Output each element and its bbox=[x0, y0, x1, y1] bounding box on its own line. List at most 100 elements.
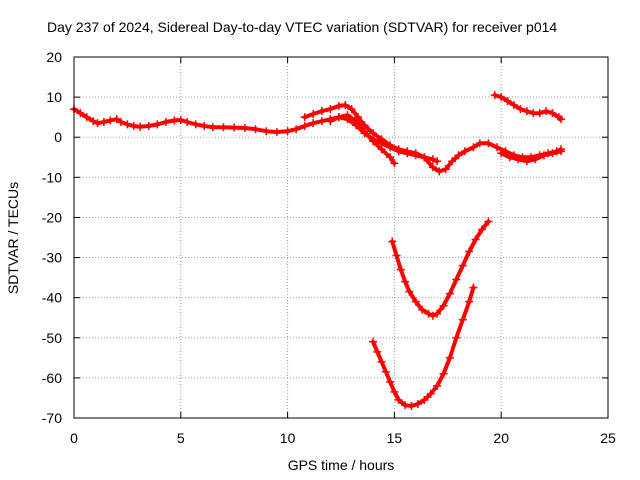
data-point bbox=[112, 115, 121, 124]
y-tick-label: 20 bbox=[46, 49, 62, 65]
data-point bbox=[548, 149, 557, 158]
data-point bbox=[505, 153, 514, 162]
data-point bbox=[465, 247, 474, 256]
data-point bbox=[176, 115, 185, 124]
data-point bbox=[334, 101, 343, 110]
series-line bbox=[390, 219, 491, 318]
data-point bbox=[433, 157, 442, 166]
data-point bbox=[445, 353, 454, 362]
data-point bbox=[452, 275, 461, 284]
data-point bbox=[99, 117, 108, 126]
y-tick-label: -70 bbox=[42, 410, 62, 426]
data-point bbox=[557, 147, 566, 156]
data-point bbox=[326, 105, 335, 114]
data-point bbox=[522, 107, 531, 116]
data-point bbox=[116, 117, 125, 126]
series-segment-4 bbox=[497, 147, 566, 166]
data-point bbox=[309, 119, 318, 128]
y-tick-label: 10 bbox=[46, 89, 62, 105]
data-point bbox=[262, 127, 271, 136]
data-point bbox=[484, 217, 493, 226]
data-point bbox=[535, 109, 544, 118]
data-point bbox=[458, 261, 467, 270]
data-point bbox=[435, 167, 444, 176]
data-point bbox=[347, 105, 356, 114]
data-point bbox=[484, 139, 493, 148]
data-point bbox=[465, 297, 474, 306]
series-segment-5 bbox=[490, 91, 566, 124]
data-point bbox=[292, 125, 301, 134]
data-point bbox=[401, 401, 410, 410]
data-point bbox=[300, 121, 309, 130]
data-point bbox=[240, 123, 249, 132]
data-point bbox=[354, 113, 363, 122]
y-tick-label: -20 bbox=[42, 209, 62, 225]
data-point bbox=[381, 367, 390, 376]
data-point bbox=[548, 109, 557, 118]
data-point bbox=[405, 287, 414, 296]
x-tick-label: 10 bbox=[280, 430, 296, 446]
data-point bbox=[516, 105, 525, 114]
data-point bbox=[445, 289, 454, 298]
y-tick-label: -10 bbox=[42, 169, 62, 185]
data-point bbox=[497, 149, 506, 158]
data-point bbox=[492, 143, 501, 152]
data-point bbox=[377, 135, 386, 144]
data-point bbox=[413, 399, 422, 408]
data-point bbox=[428, 163, 437, 172]
data-point bbox=[439, 301, 448, 310]
data-point bbox=[300, 113, 309, 122]
series-segment-3 bbox=[326, 111, 399, 168]
data-point bbox=[439, 369, 448, 378]
data-point bbox=[386, 377, 395, 386]
data-point bbox=[522, 157, 531, 166]
data-point bbox=[390, 387, 399, 396]
data-point bbox=[420, 395, 429, 404]
data-point bbox=[539, 151, 548, 160]
data-point bbox=[230, 123, 239, 132]
data-point bbox=[428, 311, 437, 320]
data-point bbox=[334, 113, 343, 122]
x-tick-label: 5 bbox=[177, 430, 185, 446]
data-point bbox=[418, 305, 427, 314]
y-tick-label: -50 bbox=[42, 330, 62, 346]
data-point bbox=[428, 155, 437, 164]
data-point bbox=[360, 127, 369, 136]
data-point bbox=[341, 101, 350, 110]
data-point bbox=[219, 123, 228, 132]
data-point bbox=[191, 120, 200, 129]
axis-ticks: 0 5 10 15 20 25 -70 -60 -50 -40 -30 -20 -10 0 10 20 bbox=[42, 49, 616, 446]
y-tick-label: -30 bbox=[42, 250, 62, 266]
data-point bbox=[373, 347, 382, 356]
data-point bbox=[76, 109, 85, 118]
data-point bbox=[129, 121, 138, 130]
data-point bbox=[433, 381, 442, 390]
data-point bbox=[309, 109, 318, 118]
data-point bbox=[369, 137, 378, 146]
data-point bbox=[490, 91, 499, 100]
data-point bbox=[89, 117, 98, 126]
data-point bbox=[136, 122, 145, 131]
data-point bbox=[469, 283, 478, 292]
data-point bbox=[377, 145, 386, 154]
data-point bbox=[317, 117, 326, 126]
series-segment-1 bbox=[70, 105, 442, 166]
data-point bbox=[424, 309, 433, 318]
x-axis-title: GPS time / hours bbox=[288, 457, 395, 473]
grid bbox=[74, 57, 608, 418]
data-point bbox=[460, 147, 469, 156]
y-tick-label: -60 bbox=[42, 370, 62, 386]
y-tick-label: -40 bbox=[42, 290, 62, 306]
series-line bbox=[72, 107, 440, 164]
series-line bbox=[492, 93, 563, 122]
x-tick-label: 20 bbox=[493, 430, 509, 446]
data-point bbox=[477, 225, 486, 234]
data-point bbox=[448, 157, 457, 166]
x-tick-label: 15 bbox=[387, 430, 403, 446]
data-point bbox=[390, 159, 399, 168]
data-point bbox=[542, 107, 551, 116]
data-point bbox=[469, 143, 478, 152]
chart-title: Day 237 of 2024, Sidereal Day-to-day VTE… bbox=[47, 19, 557, 35]
data-point bbox=[475, 139, 484, 148]
